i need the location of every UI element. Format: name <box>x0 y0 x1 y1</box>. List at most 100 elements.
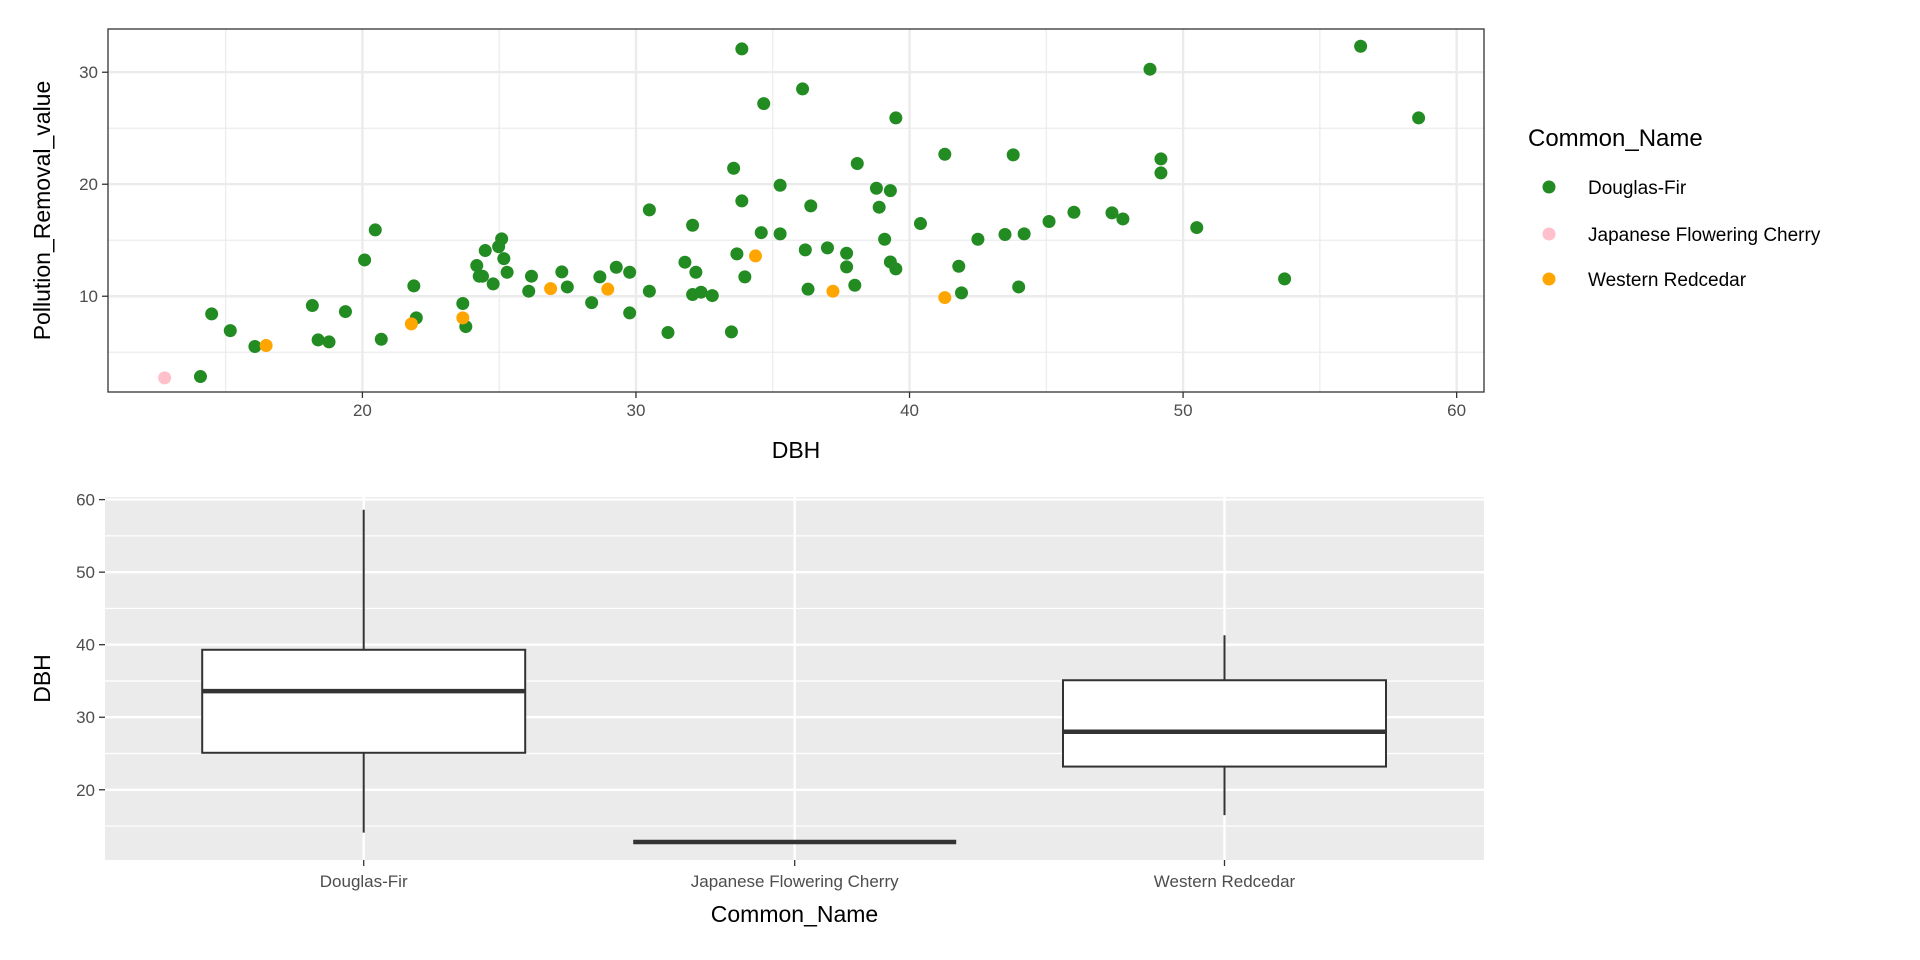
data-point <box>374 332 388 346</box>
data-point <box>497 252 511 266</box>
data-point <box>694 285 708 299</box>
data-point <box>1154 152 1168 166</box>
data-point <box>840 260 854 274</box>
x-tick-label: 30 <box>627 401 646 420</box>
x-tick-label: 40 <box>900 401 919 420</box>
data-point <box>872 200 886 214</box>
data-point <box>248 340 262 354</box>
data-point <box>623 265 637 279</box>
data-point <box>1067 205 1081 219</box>
data-point <box>804 199 818 213</box>
data-point <box>338 305 352 319</box>
x-tick-label: Douglas-Fir <box>320 872 408 891</box>
data-point <box>358 253 372 267</box>
data-point <box>913 217 927 231</box>
data-point <box>1354 39 1368 53</box>
y-tick-label: 10 <box>79 287 98 306</box>
y-tick-label: 40 <box>76 636 95 655</box>
x-tick-label: 50 <box>1174 401 1193 420</box>
data-point <box>952 259 966 273</box>
data-point <box>1006 148 1020 162</box>
x-tick-label: Japanese Flowering Cherry <box>691 872 899 891</box>
data-point <box>1105 206 1119 220</box>
legend-label: Douglas-Fir <box>1588 178 1687 199</box>
box <box>201 648 527 754</box>
data-point <box>623 306 637 320</box>
legend: Common_Name Douglas-Fir Japanese Flowerin… <box>1528 125 1821 291</box>
data-point <box>368 223 382 237</box>
data-point <box>1143 62 1157 76</box>
data-point <box>1278 272 1292 286</box>
data-point <box>1012 280 1026 294</box>
data-point <box>456 297 470 311</box>
data-point <box>738 270 752 284</box>
data-point <box>754 226 768 240</box>
y-axis-title: Pollution_Removal_value <box>29 81 55 341</box>
data-point <box>593 270 607 284</box>
data-point <box>678 255 692 269</box>
data-point <box>820 241 834 255</box>
y-tick-label: 30 <box>76 708 95 727</box>
box <box>1062 679 1387 768</box>
data-point <box>773 178 787 192</box>
data-point <box>524 269 538 283</box>
y-tick-label: 20 <box>79 175 98 194</box>
scatter-plot: 20 30 40 50 60 10 20 30 DBH Pollution_Removal_val… <box>29 28 1485 463</box>
data-point <box>749 249 763 263</box>
data-point <box>938 147 952 161</box>
data-point <box>1042 215 1056 229</box>
data-point <box>878 232 892 246</box>
data-point <box>311 333 325 347</box>
data-point <box>205 307 219 321</box>
y-tick-label: 50 <box>76 563 95 582</box>
data-point <box>642 203 656 217</box>
data-point <box>1116 212 1130 226</box>
data-point <box>495 232 509 246</box>
data-point <box>757 97 771 111</box>
data-point <box>971 232 985 246</box>
y-tick-label: 60 <box>76 491 95 510</box>
data-point <box>730 247 744 261</box>
data-point <box>407 279 421 293</box>
x-tick-label: Western Redcedar <box>1154 872 1296 891</box>
x-axis-title: Common_Name <box>711 901 878 927</box>
data-point <box>1412 111 1426 125</box>
data-point <box>998 228 1012 242</box>
data-point <box>500 265 514 279</box>
legend-label: Western Redcedar <box>1588 270 1747 291</box>
data-point <box>642 284 656 298</box>
data-point <box>889 111 903 125</box>
data-point <box>883 184 897 198</box>
data-point <box>689 265 703 279</box>
legend-label: Japanese Flowering Cherry <box>1588 225 1821 246</box>
data-point <box>840 246 854 260</box>
box-plot: 20 30 40 50 60 Douglas-Fir Japanese Flowering … <box>29 491 1484 927</box>
data-point <box>705 289 719 303</box>
data-point <box>889 262 903 276</box>
data-point <box>955 286 969 300</box>
data-point <box>259 339 273 353</box>
panel-border <box>107 28 1485 393</box>
data-point <box>478 244 492 258</box>
legend-key <box>1542 227 1556 241</box>
data-point <box>869 181 883 195</box>
x-tick-label: 60 <box>1447 401 1466 420</box>
plot-panel <box>108 29 1484 392</box>
data-point <box>773 227 787 241</box>
data-point <box>193 370 207 384</box>
data-point <box>661 326 675 340</box>
data-point <box>735 194 749 208</box>
data-point <box>305 299 319 313</box>
data-point <box>522 284 536 298</box>
y-tick-label: 20 <box>76 781 95 800</box>
data-point <box>938 291 952 305</box>
y-axis-title: DBH <box>29 654 55 703</box>
data-point <box>585 296 599 310</box>
data-point <box>470 259 484 273</box>
data-point <box>850 157 864 171</box>
data-point <box>158 371 172 385</box>
data-point <box>1017 227 1031 241</box>
data-point <box>796 82 810 96</box>
data-point <box>404 317 418 331</box>
data-point <box>560 280 574 294</box>
